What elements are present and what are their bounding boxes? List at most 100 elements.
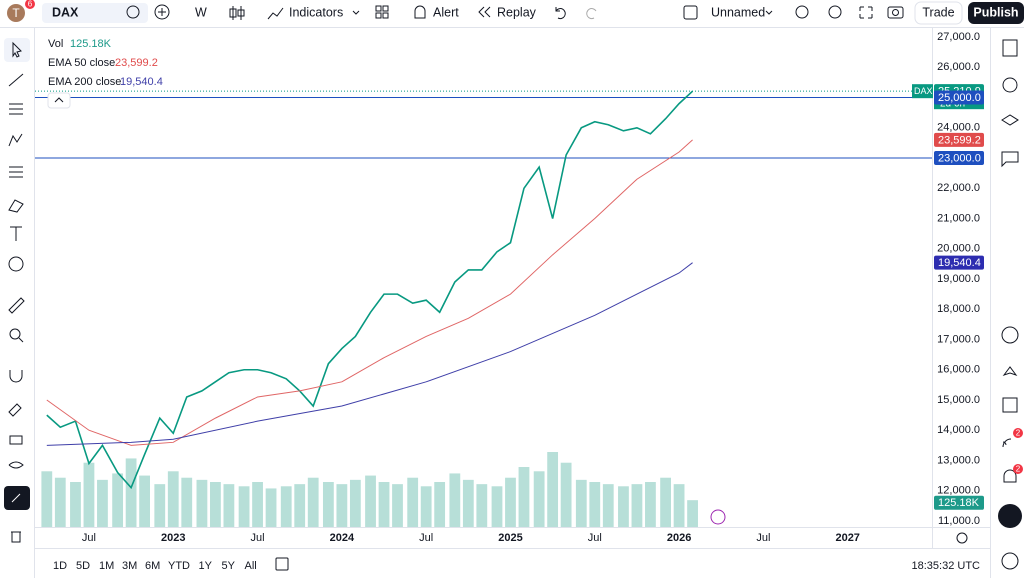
volume-bar [547,452,559,527]
y-tick-label: 12,000.0 [937,485,980,497]
y-tick-label: 17,000.0 [937,333,980,345]
side-widgets[interactable] [1001,39,1019,570]
volume-bar [252,482,263,527]
drawing-tools[interactable] [8,41,25,543]
badge: 2 [1016,465,1021,474]
indicators-button[interactable]: Indicators [289,5,343,19]
volume-bar [449,473,461,527]
volume-bar [238,486,250,527]
volume-bar [210,482,221,527]
price-label: 25,000.0 [938,92,981,104]
volume-bar [618,486,629,527]
volume-bar [322,482,334,527]
volume-bar [294,484,306,527]
range-button[interactable]: 5Y [222,560,236,572]
volume-bar [476,484,488,527]
volume-bar [660,477,671,527]
volume-bar [196,479,208,527]
volume-bar [112,473,124,527]
price-label: 125.18K [938,497,980,509]
y-tick-label: 16,000.0 [937,364,980,376]
volume-bar [336,484,348,527]
range-button[interactable]: 3M [122,560,137,572]
legend-ema50: EMA 50 close [48,57,115,69]
price-label-box [934,132,984,147]
volume-bar [560,462,572,527]
replay-button[interactable]: Replay [497,5,537,19]
volume-bar [518,467,530,527]
publish-button[interactable] [968,2,1024,24]
y-tick-label: 26,000.0 [937,61,980,73]
price-label-box [934,255,984,270]
volume-bar [589,482,601,527]
volume-bar [167,471,179,527]
volume-bar [505,477,516,527]
legend-ema200: EMA 200 close [48,76,121,88]
y-tick-label: 24,000.0 [937,122,980,134]
range-button[interactable]: All [245,560,257,572]
volume-bar [97,479,108,527]
volume-bar [378,482,390,527]
x-tick-label: Jul [419,532,433,544]
interval[interactable]: W [195,5,207,19]
volume-bar [54,477,66,527]
volume-bar [491,486,503,527]
volume-bar [41,471,53,527]
volume-bar [533,471,545,527]
y-tick-label: 14,000.0 [937,424,980,436]
volume-bar [407,477,419,527]
x-tick-label: Jul [588,532,602,544]
volume-bar [139,475,150,527]
range-button[interactable]: 6M [145,560,160,572]
volume-bar [645,482,656,527]
volume-bar [420,486,432,527]
symbol-search[interactable] [42,3,148,23]
volume-bar [365,475,376,527]
range-button[interactable]: 1M [99,560,114,572]
range-button[interactable]: 1Y [199,560,213,572]
volume-bar [125,458,137,527]
y-tick-label: 18,000.0 [937,303,980,315]
x-tick-label: Jul [251,532,265,544]
volume-bar [265,488,277,527]
price-label-box [934,151,984,166]
x-tick-label: Jul [756,532,770,544]
layout-name[interactable]: Unnamed [711,5,765,19]
price-label-box [934,90,984,105]
volume-bar [280,486,292,527]
y-tick-label: 22,000.0 [937,182,980,194]
x-tick-label: 2026 [667,532,691,544]
avatar[interactable] [7,4,25,22]
y-tick-label: 27,000.0 [937,31,980,43]
series-line [46,262,693,446]
trade-label: Trade [922,5,954,19]
range-button[interactable]: 5D [76,560,90,572]
volume-bar [434,482,446,527]
series-line [46,90,694,490]
price-label: 23,599.2 [938,134,981,146]
symbol: DAX [52,5,79,19]
alert-button[interactable]: Alert [433,5,459,19]
volume-bar [83,462,95,527]
symbol-tag [912,84,933,99]
price-label: 19,540.4 [938,257,981,269]
range-button[interactable]: YTD [168,560,190,572]
x-tick-label: 2023 [161,532,185,544]
volume-bar [307,477,319,527]
bottom-bar: 1D 5D 1M 3M 6M YTD 1Y 5Y All [53,560,257,572]
range-button[interactable]: 1D [53,560,67,572]
avatar-letter: T [12,6,20,20]
volume-bar [602,484,614,527]
volume-bar [392,484,403,527]
legend-ema50-value: 23,599.2 [115,57,158,69]
volume-bar [575,479,587,527]
clock: 18:35:32 UTC [912,560,981,572]
trade-button[interactable] [914,1,963,25]
volume-bar [349,479,361,527]
volume-bar [631,484,643,527]
plot [35,90,932,527]
price-label: 23,000.0 [938,152,981,164]
y-tick-label: 19,000.0 [937,273,980,285]
